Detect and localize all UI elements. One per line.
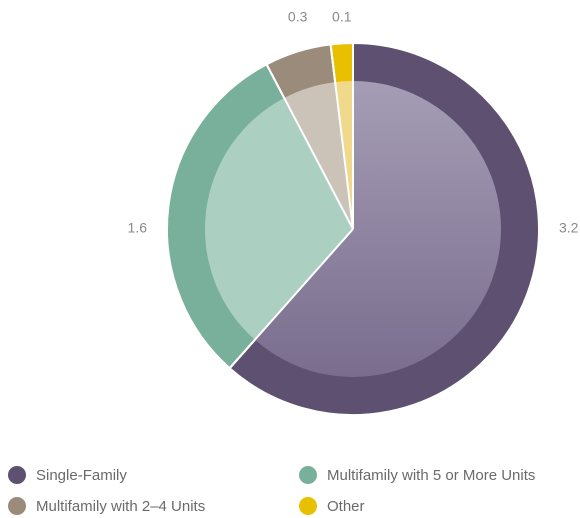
slice-separator (265, 63, 354, 230)
pie-slice-inner (204, 97, 353, 340)
legend-swatch (8, 497, 26, 515)
legend-label: Single-Family (36, 467, 127, 484)
slice-separator (228, 228, 354, 369)
legend-label: Multifamily with 5 or More Units (327, 467, 535, 484)
slice-separator (329, 44, 354, 230)
legend-swatch (299, 497, 317, 515)
data-label: 1.6 (128, 220, 148, 236)
pie-slice-inner (284, 82, 353, 229)
legend-label: Other (327, 498, 365, 515)
pie-slice-inner (254, 81, 501, 377)
data-label: 0.3 (288, 9, 308, 25)
legend-swatch (8, 466, 26, 484)
legend-label: Multifamily with 2–4 Units (36, 498, 205, 515)
data-label: 3.2 (559, 220, 579, 236)
data-label: 0.1 (332, 9, 352, 25)
legend-swatch (299, 466, 317, 484)
